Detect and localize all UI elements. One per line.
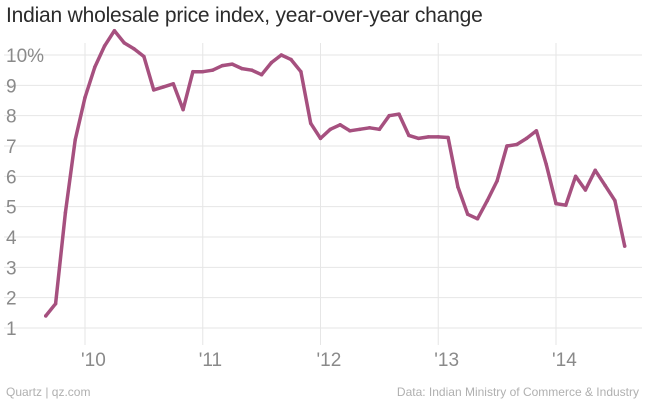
data-point <box>44 314 48 318</box>
data-point <box>397 112 401 116</box>
data-point <box>269 60 274 65</box>
data-point <box>485 198 490 203</box>
data-point <box>456 185 460 189</box>
data-point <box>142 54 146 59</box>
data-point <box>279 53 283 57</box>
data-point <box>93 65 97 69</box>
y-tick-label: 6 <box>6 167 17 188</box>
data-point <box>593 168 597 173</box>
data-point <box>495 179 499 183</box>
data-point <box>161 85 166 89</box>
data-point <box>328 127 333 132</box>
data-point <box>181 107 185 112</box>
data-point <box>63 210 68 215</box>
data-point <box>112 28 117 33</box>
data-point <box>377 127 382 132</box>
footer-source: Data: Indian Ministry of Commerce & Indu… <box>396 385 639 399</box>
data-point <box>151 88 156 92</box>
y-tick-label: 8 <box>6 107 17 128</box>
y-tick-label: 3 <box>6 258 17 279</box>
series-line-wpi <box>44 28 627 318</box>
data-point <box>426 135 431 139</box>
data-point <box>240 66 244 71</box>
data-point <box>387 113 391 118</box>
data-point <box>573 174 578 179</box>
data-point <box>259 72 264 77</box>
data-point <box>171 82 176 86</box>
footer-credit: Quartz | qz.com <box>6 385 91 399</box>
data-point <box>465 212 470 216</box>
data-point <box>308 121 313 125</box>
data-point <box>544 162 548 166</box>
data-point <box>407 133 411 138</box>
y-tick-label: 7 <box>6 137 17 158</box>
data-point <box>318 136 323 141</box>
series-layer <box>44 28 627 318</box>
data-point <box>230 62 234 66</box>
data-point <box>338 123 342 127</box>
data-point <box>201 69 205 74</box>
grid-lines <box>4 43 642 345</box>
data-point <box>348 129 352 133</box>
x-tick-label: '10 <box>81 350 106 371</box>
data-point <box>210 68 215 72</box>
data-point <box>515 142 519 147</box>
data-point <box>367 126 372 130</box>
data-point <box>583 188 588 192</box>
y-tick-label: 2 <box>6 289 17 310</box>
data-point <box>299 69 303 74</box>
x-tick-label: '12 <box>317 350 342 371</box>
x-tick-label: '13 <box>434 350 459 371</box>
data-point <box>53 301 58 306</box>
y-tick-label: 10% <box>6 46 44 67</box>
data-point <box>358 127 362 132</box>
data-point <box>564 203 568 207</box>
data-point <box>289 57 293 62</box>
data-point <box>132 47 136 51</box>
data-point <box>436 135 440 139</box>
data-point <box>102 44 107 48</box>
data-point <box>220 63 225 68</box>
data-point <box>505 144 509 148</box>
data-point <box>622 244 627 248</box>
y-tick-label: 5 <box>6 198 17 219</box>
data-point <box>122 41 126 45</box>
y-tick-label: 9 <box>6 76 17 97</box>
data-point <box>83 95 87 100</box>
data-point <box>191 69 195 74</box>
data-point <box>554 201 558 206</box>
x-tick-label: '14 <box>552 350 577 371</box>
data-point <box>446 135 450 140</box>
x-tick-label: '11 <box>199 350 222 371</box>
x-axis-ticks: '10 '11 '12 '13 '14 <box>81 350 577 371</box>
data-point <box>603 183 607 188</box>
data-point <box>613 198 617 203</box>
y-tick-label: 1 <box>6 319 17 340</box>
data-point <box>475 217 480 221</box>
data-point <box>524 136 529 141</box>
data-point <box>73 138 77 142</box>
chart-title: Indian wholesale price index, year-over-… <box>6 4 483 27</box>
data-point <box>534 129 539 133</box>
y-tick-label: 4 <box>6 228 17 249</box>
y-axis-ticks: 10% 9 8 7 6 5 4 3 2 1 <box>6 46 44 340</box>
data-point <box>416 136 421 141</box>
data-point <box>250 68 254 72</box>
